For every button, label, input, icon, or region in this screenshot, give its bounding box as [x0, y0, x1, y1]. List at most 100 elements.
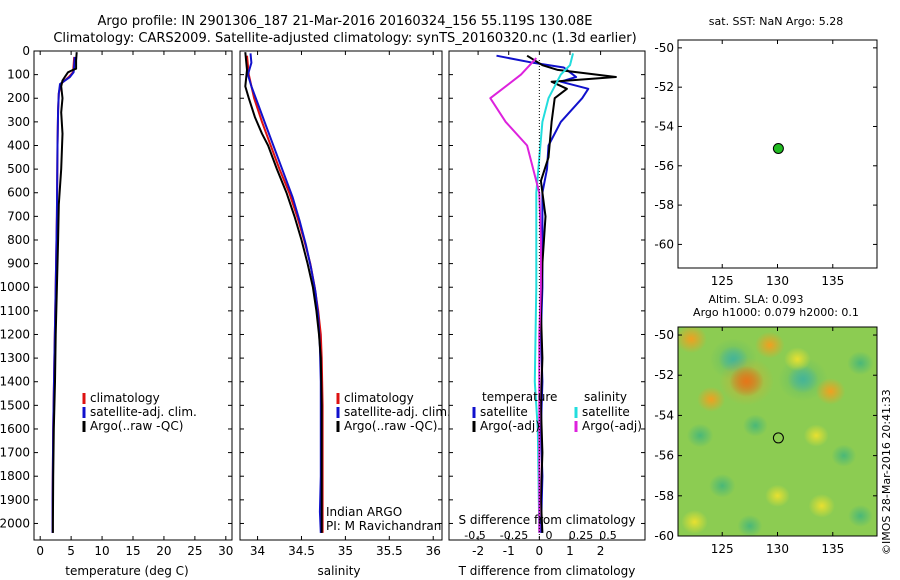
x-tick-label: 30 [218, 544, 233, 558]
sla-anomaly-blob [831, 444, 857, 467]
sla-anomaly-blob [808, 493, 835, 518]
sla-map-title: Altim. SLA: 0.093 [708, 293, 803, 306]
legend-label: climatology [90, 391, 160, 405]
s-diff-tick-label: -0.5 [464, 529, 485, 542]
s-diff-tick-label: -0.25 [500, 529, 528, 542]
y-tick-label: 2000 [0, 516, 30, 530]
sla-anomaly-blob [765, 484, 790, 507]
salinity-frame [239, 50, 443, 541]
x-tick-label: 2 [597, 544, 605, 558]
x-tick-label: 125 [711, 542, 734, 556]
legend-label: Argo(-adj) [480, 419, 540, 433]
sst-map-title: sat. SST: NaN Argo: 5.28 [709, 15, 843, 28]
x-tick-label: 0 [36, 544, 44, 558]
x-tick-label: 35.5 [376, 544, 403, 558]
sla-anomaly-blob [848, 504, 873, 528]
x-tick-label: 10 [94, 544, 109, 558]
sla-anomaly-blob [697, 386, 726, 412]
legend-title-salinity: salinity [584, 390, 627, 404]
y-tick-label: 300 [7, 115, 30, 129]
sla-map-subtitle: Argo h1000: 0.079 h2000: 0.1 [693, 306, 859, 319]
legend-label: satellite-adj. clim. [90, 405, 197, 419]
sla-anomaly-blob [847, 351, 874, 376]
legend-label: satellite-adj. clim. [344, 405, 451, 419]
y-tick-label: -54 [654, 119, 674, 133]
y-tick-label: 1000 [0, 280, 30, 294]
x-tick-label: 25 [187, 544, 202, 558]
salinity-xlabel: salinity [317, 564, 360, 578]
temperature-panel: 0100200300400500600700800900100011001200… [0, 44, 233, 558]
differences-series-3 [489, 57, 542, 533]
argo-position-marker [772, 432, 784, 444]
sla-heatmap-body [678, 327, 877, 536]
s-diff-tick-label: 0 [546, 529, 553, 542]
x-tick-label: 35 [338, 544, 353, 558]
y-tick-label: -50 [654, 328, 674, 342]
y-tick-label: -52 [654, 80, 674, 94]
y-tick-label: -52 [654, 368, 674, 382]
y-tick-label: 100 [7, 68, 30, 82]
y-tick-label: 600 [7, 186, 30, 200]
y-tick-label: 400 [7, 138, 30, 152]
x-tick-label: 130 [766, 542, 789, 556]
y-tick-label: 500 [7, 162, 30, 176]
s-diff-tick-label: 0.5 [599, 529, 617, 542]
t-diff-xlabel: T difference from climatology [458, 564, 636, 578]
y-tick-label: 700 [7, 209, 30, 223]
sla-anomaly-blob [686, 423, 714, 448]
title-line2: Climatology: CARS2009. Satellite-adjuste… [53, 31, 636, 46]
y-tick-label: -60 [654, 529, 674, 543]
salinity-series-2 [244, 52, 323, 533]
temperature-xlabel: temperature (deg C) [65, 564, 188, 578]
y-tick-label: 1400 [0, 375, 30, 389]
y-tick-label: 1100 [0, 304, 30, 318]
y-tick-label: -56 [654, 449, 674, 463]
y-tick-label: 900 [7, 257, 30, 271]
y-tick-label: 1900 [0, 493, 30, 507]
legend-label: Argo(..raw -QC) [90, 419, 183, 433]
legend-label: Argo(-adj) [582, 419, 642, 433]
legend-label: climatology [344, 391, 414, 405]
x-tick-label: 1 [566, 544, 574, 558]
y-tick-label: -58 [654, 198, 674, 212]
sla-map-panel: -50 -52 -54 -56 -58 -60 125 130 135 [654, 326, 878, 556]
x-tick-label: -2 [472, 544, 484, 558]
sla-anomaly-blob [803, 424, 829, 447]
y-tick-label: -54 [654, 408, 674, 422]
sla-anomaly-halo [719, 357, 775, 406]
y-tick-label: 1700 [0, 446, 30, 460]
argo-float-marker [772, 142, 784, 154]
differences-series-1 [526, 54, 617, 533]
differences-series-2 [533, 53, 574, 533]
y-tick-label: -56 [654, 159, 674, 173]
sla-anomaly-blob [681, 510, 708, 534]
x-tick-label: -1 [503, 544, 515, 558]
y-tick-label: 1600 [0, 422, 30, 436]
x-tick-label: 34 [250, 544, 265, 558]
x-tick-label: 125 [711, 274, 734, 288]
legend-label: Argo(..raw -QC) [344, 419, 437, 433]
x-tick-label: 130 [766, 274, 789, 288]
x-tick-label: 15 [125, 544, 140, 558]
temperature-series-2 [51, 52, 78, 533]
y-tick-label: 0 [22, 44, 30, 58]
sla-anomaly-blob [784, 347, 811, 372]
x-tick-label: 0 [536, 544, 544, 558]
legend-title-temperature: temperature [482, 390, 557, 404]
watermark: ©IMOS 28-Mar-2016 20:41:33 [880, 389, 893, 555]
legend-label: satellite [582, 405, 630, 419]
sst-map-panel: -50 -52 -54 -56 -58 -60 125 130 135 [654, 39, 878, 288]
x-tick-label: 5 [67, 544, 75, 558]
x-tick-label: 20 [156, 544, 171, 558]
s-diff-xlabel: S difference from climatology [459, 513, 636, 527]
sla-anomaly-blob [678, 327, 707, 354]
s-diff-tick-label: 0.25 [569, 529, 594, 542]
y-tick-label: 1200 [0, 327, 30, 341]
sla-anomaly-blob [815, 377, 846, 405]
y-tick-label: -60 [654, 237, 674, 251]
sla-anomaly-blob [709, 473, 736, 498]
sla-anomaly-blob [742, 414, 768, 437]
y-tick-label: 1300 [0, 351, 30, 365]
salinity-annotation-1: Indian ARGO [326, 505, 402, 519]
